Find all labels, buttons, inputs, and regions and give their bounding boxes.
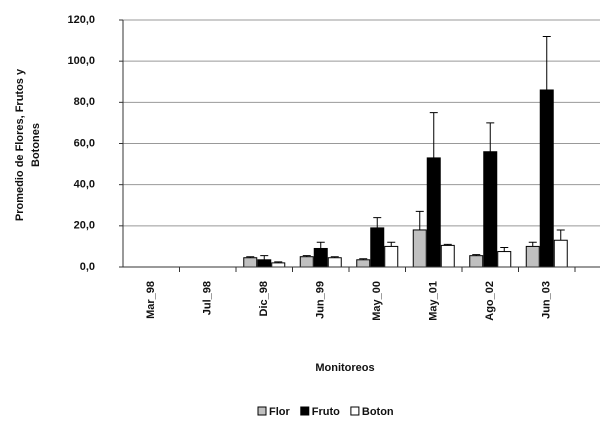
legend-label: Boton — [362, 406, 394, 418]
bar — [525, 245, 540, 268]
y-tick-label: 0,0 — [80, 261, 95, 273]
error-bar — [330, 256, 339, 258]
bar — [384, 245, 399, 268]
error-bar — [443, 243, 452, 246]
legend-label: Fruto — [312, 406, 340, 418]
bar — [497, 251, 512, 268]
x-tick-label: Mar_98 — [145, 281, 157, 319]
error-bar — [359, 258, 368, 260]
x-tick-label: Jul_98 — [202, 281, 214, 315]
x-tick-label: May_01 — [428, 281, 440, 321]
legend-swatch — [350, 406, 360, 416]
y-tick-label: 80,0 — [74, 96, 95, 108]
y-axis-title: Promedio de Flores, Frutos y — [14, 68, 26, 221]
x-axis-title: Monitoreos — [315, 362, 374, 374]
bar — [243, 257, 258, 268]
x-tick-label: Jun_99 — [315, 281, 327, 319]
error-bar — [260, 255, 269, 260]
error-bar — [316, 241, 325, 249]
legend-label: Flor — [269, 406, 290, 418]
x-tick-label: Ago_02 — [484, 281, 496, 321]
bar — [271, 262, 286, 268]
error-bar — [302, 255, 311, 257]
x-tick-label: Jun_03 — [541, 281, 553, 319]
error-bar — [387, 241, 396, 247]
bar — [539, 89, 554, 268]
y-tick-label: 40,0 — [74, 179, 95, 191]
y-axis-title: Botones — [30, 123, 42, 167]
y-tick-label: 120,0 — [67, 14, 95, 26]
error-bar — [486, 122, 495, 152]
error-bar — [500, 246, 509, 252]
bar — [257, 259, 272, 268]
bar — [412, 229, 427, 268]
x-tick-label: May_00 — [371, 281, 383, 321]
bar — [553, 239, 568, 268]
bar — [469, 255, 484, 268]
error-bar — [429, 112, 438, 158]
error-bar — [472, 254, 481, 256]
legend-swatch — [257, 406, 267, 416]
error-bar — [542, 35, 551, 90]
bar — [327, 257, 342, 268]
error-bar — [274, 261, 283, 263]
bar — [426, 157, 441, 268]
bar — [370, 227, 385, 268]
x-tick-label: Dic_98 — [258, 281, 270, 316]
bar — [356, 259, 371, 268]
legend-swatch — [300, 406, 310, 416]
error-bar — [415, 210, 424, 230]
bar — [299, 256, 314, 268]
error-bar — [556, 229, 565, 241]
y-tick-label: 100,0 — [67, 55, 95, 67]
error-bar — [373, 217, 382, 228]
error-bar — [246, 256, 255, 258]
y-tick-label: 60,0 — [74, 137, 95, 149]
bar — [440, 244, 455, 268]
bar — [483, 151, 498, 268]
bar — [313, 247, 328, 268]
y-tick-label: 20,0 — [74, 220, 95, 232]
error-bar — [528, 241, 537, 247]
